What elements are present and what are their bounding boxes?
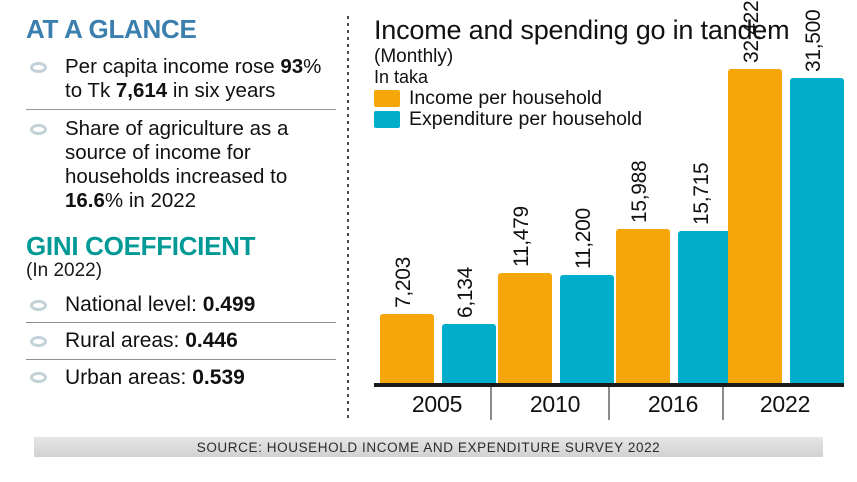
gini-item-1-value: 0.446 [185,329,238,353]
gini-item-2-text: Urban areas: 0.539 [65,364,245,392]
gini-item-0-text: National level: 0.499 [65,291,255,319]
list-item: Rural areas: 0.446 [26,322,336,358]
list-item: Per capita income rose 93% to Tk 7,614 i… [26,48,336,109]
bar-expenditure-2005 [442,324,496,384]
plain-text: Per capita income rose [65,55,281,78]
at-a-glance-item-0-text: Per capita income rose 93% to Tk 7,614 i… [65,55,336,103]
bar-income-2016 [616,229,670,384]
plain-text: % in 2022 [104,188,197,212]
bar-value-label-expenditure-2010: 11,200 [572,208,595,269]
oval-bullet-icon [30,372,47,384]
gini-section: GINI COEFFICIENT (In 2022) National leve… [26,233,336,395]
group-separator-tick-0 [490,387,492,420]
oval-bullet-icon [30,62,47,73]
legend-swatch-expenditure-icon [374,110,400,128]
emphasis-text: 7,614 [115,78,168,102]
at-a-glance-list: Per capita income rose 93% to Tk 7,614 i… [26,48,336,219]
gini-item-2-label: Urban areas: [65,365,187,389]
gini-item-0-label: National level: [65,292,197,316]
x-axis-label-2022: 2022 [759,391,811,417]
source-text: SOURCE: HOUSEHOLD INCOME AND EXPENDITURE… [196,439,661,455]
legend-label-expenditure: Expenditure per household [409,107,643,130]
oval-bullet-icon [30,123,47,135]
plain-text: % to Tk [65,55,322,102]
group-separator-tick-1 [608,387,610,420]
oval-bullet-icon [30,299,47,311]
plain-text: Share of agriculture as a source of inco… [65,116,289,188]
chart-panel: Income and spending go in tandem (Monthl… [374,1,844,420]
chart-unit-label: In taka [374,67,429,88]
bar-income-2005 [380,314,434,384]
vertical-dotted-divider [347,16,349,420]
chart-legend: Income per household Expenditure per hou… [374,89,844,129]
group-separator-tick-2 [722,387,724,420]
gini-item-0-value: 0.499 [202,292,256,316]
bar-value-label-income-2016: 15,988 [628,160,651,223]
x-axis-label-2010: 2010 [529,391,581,417]
list-item: Urban areas: 0.539 [26,358,336,395]
bar-expenditure-2010 [560,275,614,384]
gini-item-1-text: Rural areas: 0.446 [65,327,238,355]
legend-label-income: Income per household [409,87,602,110]
legend-item-expenditure: Expenditure per household [374,107,844,130]
left-panel: AT A GLANCE Per capita income rose 93% t… [26,16,336,426]
legend-swatch-income-icon [374,90,400,108]
plain-text: in six years [167,78,276,102]
bar-value-label-income-2010: 11,479 [510,206,533,267]
source-bar: SOURCE: HOUSEHOLD INCOME AND EXPENDITURE… [34,437,823,457]
list-item: National level: 0.499 [26,287,336,322]
chart-title: Income and spending go in tandem [374,15,790,45]
gini-item-2-value: 0.539 [192,365,245,389]
x-axis-label-2016: 2016 [647,391,699,417]
bar-value-label-income-2005: 7,203 [392,256,415,308]
emphasis-text: 16.6 [65,188,105,212]
bar-value-label-expenditure-2005: 6,134 [454,266,477,318]
gini-coefficient-heading: GINI COEFFICIENT [26,230,256,261]
gini-list: National level: 0.499 Rural areas: 0.446… [26,287,336,395]
bar-value-label-expenditure-2016: 15,715 [690,162,713,225]
bar-income-2010 [498,273,552,384]
bar-expenditure-2016 [678,231,732,384]
x-axis-label-2005: 2005 [411,391,463,417]
chart-subtitle: (Monthly) [374,45,454,67]
at-a-glance-heading: AT A GLANCE [26,14,197,44]
legend-item-income: Income per household [374,89,844,109]
oval-bullet-icon [30,335,47,347]
gini-subtitle: (In 2022) [26,259,103,281]
list-item: Share of agriculture as a source of inco… [26,108,336,219]
x-axis-line [374,383,844,387]
at-a-glance-item-1-text: Share of agriculture as a source of inco… [65,117,336,213]
gini-item-1-label: Rural areas: [65,329,180,353]
emphasis-text: 93 [280,55,304,78]
